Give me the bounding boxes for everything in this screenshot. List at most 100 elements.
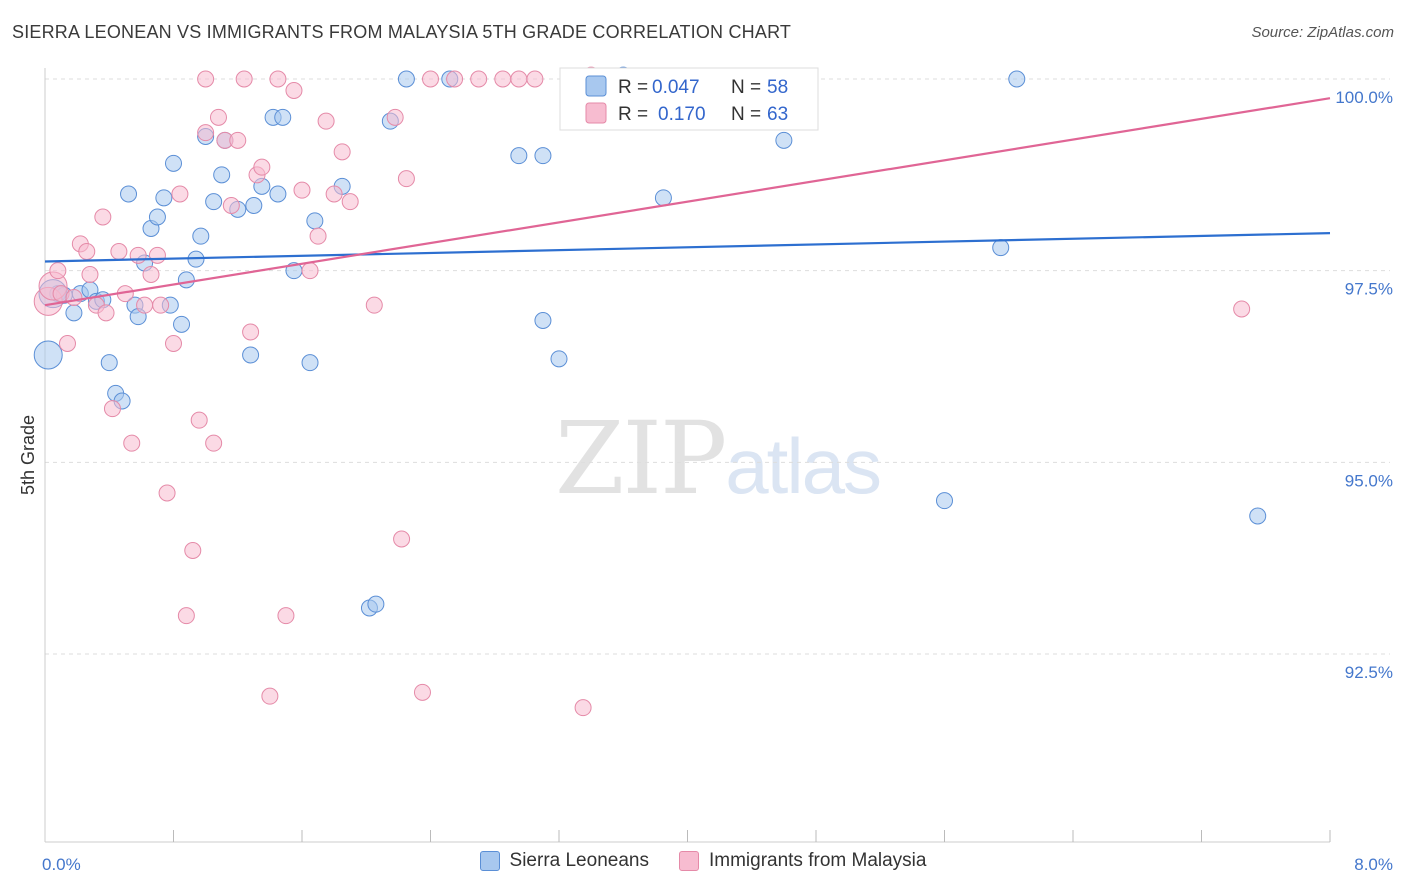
point-sierra-leonean (274, 108, 292, 126)
point-malaysia (413, 683, 431, 701)
point-sierra-leonean (173, 315, 191, 333)
legend-swatch-blue (585, 75, 607, 97)
point-sierra-leonean (775, 131, 793, 149)
point-malaysia (205, 434, 223, 452)
point-sierra-leonean (33, 340, 63, 370)
legend-item-sierra-leoneans: Sierra Leoneans (479, 850, 649, 872)
point-malaysia (301, 262, 319, 280)
point-malaysia (49, 262, 67, 280)
chart-title: SIERRA LEONEAN VS IMMIGRANTS FROM MALAYS… (12, 22, 792, 42)
point-malaysia (235, 70, 253, 88)
point-malaysia (269, 70, 287, 88)
point-sierra-leonean (1008, 70, 1026, 88)
legend-r-label-pink: R = (618, 104, 648, 125)
x-tick-marks (173, 830, 1331, 842)
point-malaysia (177, 607, 195, 625)
legend-swatch-sierra-leoneans (479, 851, 500, 871)
point-sierra-leonean (534, 312, 552, 329)
point-malaysia (165, 335, 182, 352)
point-malaysia (285, 82, 303, 99)
point-sierra-leonean (992, 239, 1010, 257)
x-tick-label-min: 0.0% (42, 855, 81, 874)
point-malaysia (229, 131, 247, 149)
legend-n-label-blue: N = (731, 77, 761, 98)
point-sierra-leonean (301, 354, 319, 372)
point-sierra-leonean (213, 166, 231, 184)
y-axis-label: 5th Grade (18, 415, 38, 495)
point-malaysia (158, 484, 176, 502)
axes (44, 68, 1330, 843)
y-tick-label: 100.0% (1335, 88, 1393, 107)
point-malaysia (1233, 300, 1251, 318)
legend-n-value-blue: 58 (767, 77, 788, 98)
point-malaysia (97, 304, 115, 322)
legend-n-value-pink: 63 (767, 104, 788, 125)
legend-n-label-pink: N = (731, 104, 761, 125)
point-malaysia (129, 246, 147, 264)
point-malaysia (333, 143, 351, 161)
point-malaysia (309, 227, 327, 245)
point-malaysia (123, 434, 141, 452)
point-malaysia (81, 266, 99, 283)
point-malaysia (148, 246, 166, 264)
point-malaysia (510, 70, 528, 88)
point-sierra-leonean (367, 595, 385, 613)
point-malaysia (209, 108, 227, 126)
y-tick-label: 92.5% (1345, 663, 1393, 682)
watermark: ZIPatlas (555, 400, 882, 517)
point-malaysia (222, 197, 240, 214)
y-tick-labels: 92.5% 95.0% 97.5% 100.0% (1335, 88, 1393, 682)
bottom-legend: Sierra Leoneans Immigrants from Malaysia (0, 850, 1406, 872)
grid-lines (45, 78, 1390, 655)
point-malaysia (253, 158, 271, 176)
point-sierra-leonean (155, 189, 173, 207)
point-sierra-leonean (192, 227, 210, 245)
point-malaysia (293, 181, 311, 199)
y-tick-label: 95.0% (1345, 471, 1393, 490)
point-sierra-leonean (65, 304, 83, 322)
point-sierra-leonean (165, 154, 182, 172)
legend-r-value-blue: 0.047 (652, 77, 700, 98)
point-sierra-leonean (550, 350, 568, 368)
point-malaysia (103, 400, 121, 418)
legend-r-value-pink: 0.170 (658, 104, 706, 125)
point-malaysia (325, 185, 343, 203)
y-tick-label: 97.5% (1345, 280, 1393, 299)
point-malaysia (197, 124, 215, 142)
point-malaysia (422, 70, 439, 88)
point-malaysia (261, 687, 279, 705)
point-malaysia (277, 607, 295, 625)
point-malaysia (94, 208, 112, 226)
point-sierra-leonean (120, 185, 138, 203)
legend-label-malaysia: Immigrants from Malaysia (708, 850, 927, 871)
point-malaysia (393, 530, 411, 548)
legend-swatch-pink (585, 102, 607, 124)
point-malaysia (65, 289, 83, 306)
point-malaysia (171, 185, 189, 203)
point-malaysia (526, 70, 544, 88)
point-malaysia (242, 323, 260, 341)
legend-swatch-malaysia (678, 851, 699, 871)
point-sierra-leonean (654, 189, 672, 207)
point-malaysia (184, 542, 202, 559)
point-malaysia (78, 243, 96, 260)
point-sierra-leonean (269, 185, 287, 203)
point-sierra-leonean (148, 208, 166, 226)
series-sierra-leoneans (33, 66, 1267, 617)
point-malaysia (142, 266, 160, 283)
point-sierra-leonean (397, 70, 415, 88)
legend-label-sierra-leoneans: Sierra Leoneans (509, 850, 649, 871)
point-malaysia (365, 296, 383, 314)
point-malaysia (446, 70, 464, 88)
point-malaysia (397, 170, 415, 188)
point-sierra-leonean (510, 147, 528, 165)
point-malaysia (386, 108, 404, 126)
point-sierra-leonean (242, 346, 260, 364)
point-sierra-leonean (100, 354, 118, 372)
trend-line-malaysia (44, 97, 1331, 307)
point-malaysia (574, 699, 592, 717)
point-malaysia (494, 70, 512, 88)
legend-r-label-blue: R = (618, 77, 648, 98)
trend-lines (44, 97, 1331, 307)
point-malaysia (136, 296, 154, 314)
